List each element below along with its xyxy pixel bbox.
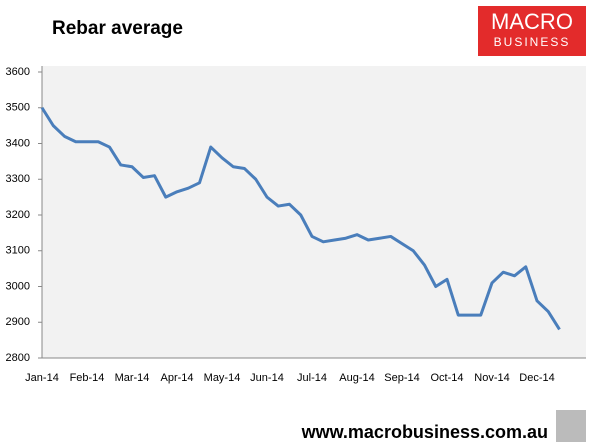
- x-tick-label: Oct-14: [430, 372, 463, 384]
- y-tick-label: 2900: [6, 316, 30, 328]
- y-tick-label: 2800: [6, 352, 30, 364]
- logo-text: MACRO: [491, 9, 573, 34]
- y-tick-label: 3400: [6, 137, 30, 149]
- y-tick-label: 3000: [6, 280, 30, 292]
- website: www.macrobusiness.com.au: [301, 422, 548, 442]
- x-tick-label: Feb-14: [70, 372, 105, 384]
- y-tick-label: 3600: [6, 66, 30, 78]
- x-tick-label: Jun-14: [250, 372, 284, 384]
- x-tick-label: Nov-14: [474, 372, 509, 384]
- data-line: [40, 106, 561, 331]
- chart-title: Rebar average: [52, 18, 183, 39]
- x-tick-label: Jan-14: [25, 372, 59, 384]
- wolf-icon: [556, 410, 586, 442]
- x-tick-label: Mar-14: [115, 372, 150, 384]
- y-tick-label: 3500: [6, 102, 30, 114]
- logo: [478, 6, 586, 56]
- x-tick-label: Sep-14: [384, 372, 419, 384]
- x-tick-label: Apr-14: [160, 372, 193, 384]
- x-tick-label: Jul-14: [297, 372, 327, 384]
- x-tick-label: Aug-14: [339, 372, 374, 384]
- x-tick-label: Dec-14: [519, 372, 554, 384]
- logo-text: BUSINESS: [494, 35, 571, 49]
- y-tick-label: 3100: [6, 245, 30, 257]
- plot-area: [42, 66, 586, 358]
- y-tick-label: 3200: [6, 209, 30, 221]
- y-tick-label: 3300: [6, 173, 30, 185]
- x-tick-label: May-14: [204, 372, 241, 384]
